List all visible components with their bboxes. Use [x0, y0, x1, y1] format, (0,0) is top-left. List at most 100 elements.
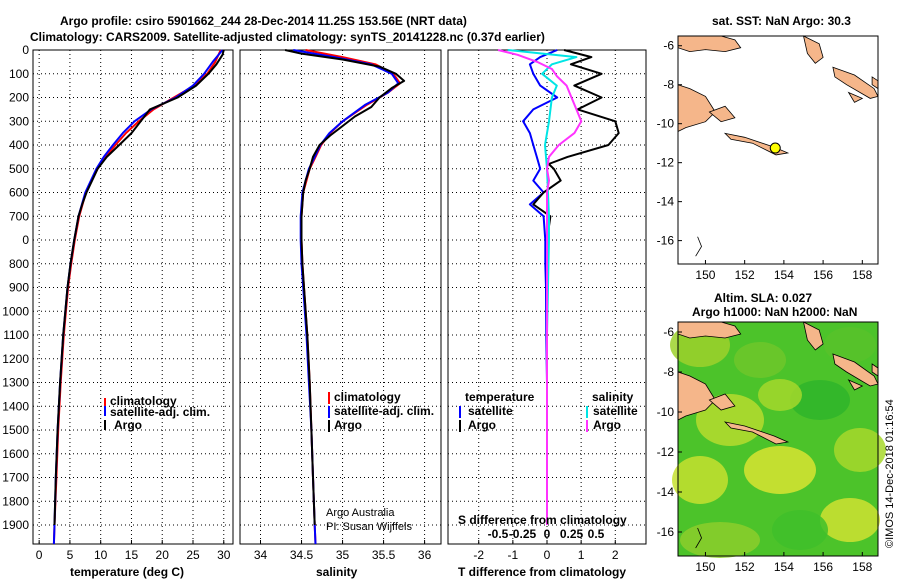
map-y-tick-label: -16 [657, 525, 675, 539]
map-y-tick-label: -6 [663, 325, 674, 339]
legend-salinity-title: salinity [592, 390, 634, 404]
x-tick-label: 0 [36, 548, 43, 562]
sst-map: sat. SST: NaN Argo: 30.3 150 152 154 156 158… [657, 14, 879, 282]
land-mass [847, 91, 864, 103]
sst-map-title: sat. SST: NaN Argo: 30.3 [712, 14, 851, 28]
difference-legend-left: temperature satellite Argo [459, 390, 535, 432]
credit-line2: PI: Susan Wijffels [326, 521, 412, 533]
sla-color-patch [790, 380, 850, 420]
sla-color-patch [824, 327, 876, 363]
series-argo [53, 49, 225, 526]
land-mass [677, 84, 716, 133]
map-y-tick-label: -8 [663, 365, 674, 379]
map-x-tick-label: 154 [774, 560, 794, 574]
sla-color-patch [672, 456, 728, 504]
sla-color-patch [834, 428, 886, 472]
land-mass [708, 105, 736, 123]
series-climatology [300, 49, 401, 545]
map-x-tick-label: 150 [695, 268, 715, 282]
x-tick-label: 20 [156, 548, 170, 562]
temperature-legend-argo: Argo [114, 418, 142, 432]
series-argo [284, 49, 406, 526]
reef-outline [695, 527, 702, 549]
legend-temperature-argo: Argo [468, 418, 496, 432]
sla-map-title: Altim. SLA: 0.027 [714, 291, 812, 305]
difference-legend-right: salinity satellite Argo [586, 390, 638, 432]
temperature-legend-climatology: climatology [110, 394, 177, 408]
sla-color-patch [820, 498, 880, 542]
x-tick-label: 15 [125, 548, 139, 562]
difference-panel: -2 -1 0 1 2 -0.5 -0.25 0 0.25 0.5 T difference fr… [447, 49, 647, 579]
land-mass [677, 35, 742, 53]
figure-title-line1: Argo profile: csiro 5901662_244 28-Dec-2… [60, 14, 467, 28]
map-x-tick-label: 156 [813, 268, 833, 282]
temperature-panel: 0100200300400500600700080090010001100120… [2, 43, 234, 579]
map-y-tick-label: -12 [657, 445, 675, 459]
s-tick-label: -0.25 [509, 527, 537, 541]
y-tick-label: 1000 [2, 304, 29, 318]
float-marker [769, 142, 781, 154]
y-tick-label: 1600 [2, 447, 29, 461]
land-mass [832, 353, 879, 387]
map-x-tick-label: 156 [813, 560, 833, 574]
map-y-tick-label: -10 [657, 405, 675, 419]
sla-color-patch [744, 446, 816, 494]
y-tick-label: 400 [9, 138, 29, 152]
y-tick-label: 1900 [2, 518, 29, 532]
x-tick-label: 2 [612, 548, 619, 562]
y-tick-label: 1800 [2, 494, 29, 508]
map-x-tick-label: 158 [852, 560, 872, 574]
land-mass [677, 321, 742, 339]
salinity-legend-argo: Argo [334, 418, 362, 432]
sla-map: Altim. SLA: 0.027 Argo h1000: NaN h2000:… [657, 291, 886, 574]
map-x-tick-label: 158 [852, 268, 872, 282]
map-x-tick-label: 154 [774, 268, 794, 282]
salinity-legend-satellite: satellite-adj. clim. [334, 404, 434, 418]
legend-temperature-satellite: satellite [468, 404, 513, 418]
imos-watermark: ©IMOS 14-Dec-2018 01:16:54 [884, 399, 896, 548]
salinity-xlabel: salinity [316, 565, 358, 579]
sla-color-patch [696, 394, 764, 446]
x-tick-label: -1 [508, 548, 519, 562]
salinity-legend: climatology satellite-adj. clim. Argo [328, 390, 434, 432]
series-s-argo [497, 49, 583, 525]
s-tick-label: 0.25 [560, 527, 584, 541]
sla-color-patch [772, 510, 828, 550]
reef-outline [695, 236, 702, 257]
y-tick-label: 100 [9, 67, 29, 81]
map-y-tick-label: -12 [657, 156, 675, 170]
sla-color-patch [758, 379, 802, 411]
s-tick-label: 0.5 [588, 527, 605, 541]
difference-xlabel: T difference from climatology [458, 565, 626, 579]
land-mass [832, 66, 879, 99]
y-tick-label: 1700 [2, 471, 29, 485]
map-y-tick-label: -8 [663, 78, 674, 92]
series-s-satellite [507, 49, 578, 525]
map-x-tick-label: 150 [695, 560, 715, 574]
x-tick-label: 0 [544, 548, 551, 562]
x-tick-label: 36 [418, 548, 432, 562]
y-tick-label: 800 [9, 257, 29, 271]
s-tick-label: -0.5 [488, 527, 509, 541]
map-y-tick-label: -14 [657, 485, 675, 499]
y-tick-label: 600 [9, 186, 29, 200]
land-mass [802, 35, 824, 64]
y-tick-label: 300 [9, 114, 29, 128]
y-tick-label: 0 [22, 233, 29, 247]
legend-temperature-title: temperature [465, 390, 535, 404]
x-tick-label: 25 [186, 548, 200, 562]
y-tick-label: 1200 [2, 352, 29, 366]
y-tick-label: 1100 [3, 328, 29, 342]
y-tick-label: 900 [9, 281, 29, 295]
difference-xlabel-top: S difference from climatology [458, 513, 627, 527]
sla-map-subtitle: Argo h1000: NaN h2000: NaN [692, 305, 857, 319]
sla-color-patch [734, 342, 786, 378]
salinity-legend-climatology: climatology [334, 390, 401, 404]
map-x-tick-label: 152 [735, 560, 755, 574]
legend-salinity-satellite: satellite [593, 404, 638, 418]
y-tick-label: 200 [9, 91, 29, 105]
map-y-tick-label: -14 [657, 195, 675, 209]
land-mass [677, 371, 716, 421]
land-mass [708, 393, 736, 411]
y-tick-label: 1500 [2, 423, 29, 437]
